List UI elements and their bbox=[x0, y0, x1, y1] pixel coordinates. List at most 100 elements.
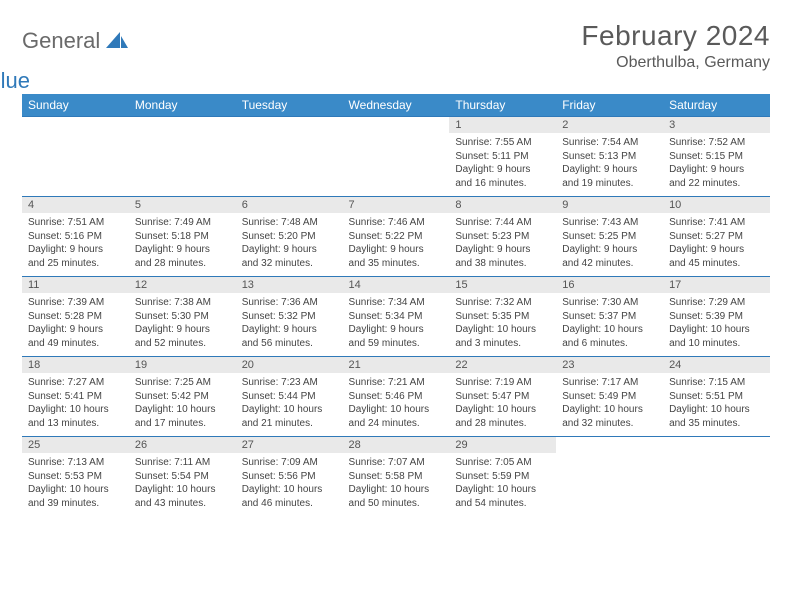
day-body-row: Sunrise: 7:27 AMSunset: 5:41 PM Daylight:… bbox=[22, 373, 770, 437]
day-number-cell: 8 bbox=[449, 197, 556, 214]
day-number-cell: 6 bbox=[236, 197, 343, 214]
day-body-cell: Sunrise: 7:32 AMSunset: 5:35 PMDaylight:… bbox=[449, 293, 556, 357]
sunset-text: Sunset: 5:37 PM bbox=[562, 310, 657, 324]
day-number-row: 45678910 bbox=[22, 197, 770, 214]
daylight-text: and 46 minutes. bbox=[242, 497, 337, 511]
sunset-text: Sunset: 5:16 PM bbox=[28, 230, 123, 244]
day-number-cell bbox=[129, 117, 236, 134]
daylight-text: and 54 minutes. bbox=[455, 497, 550, 511]
calendar-table: Sunday Monday Tuesday Wednesday Thursday… bbox=[22, 94, 770, 516]
daylight-text: Daylight: 10 hours bbox=[562, 323, 657, 337]
day-body-cell bbox=[22, 133, 129, 197]
sunset-text: Sunset: 5:58 PM bbox=[349, 470, 444, 484]
day-number-row: 11121314151617 bbox=[22, 277, 770, 294]
day-body-cell bbox=[343, 133, 450, 197]
day-body-cell: Sunrise: 7:23 AMSunset: 5:44 PMDaylight:… bbox=[236, 373, 343, 437]
sunset-text: Sunset: 5:54 PM bbox=[135, 470, 230, 484]
daylight-text: and 39 minutes. bbox=[28, 497, 123, 511]
day-body-row: Sunrise: 7:13 AMSunset: 5:53 PMDaylight:… bbox=[22, 453, 770, 516]
sunrise-text: Sunrise: 7:43 AM bbox=[562, 216, 657, 230]
daylight-text: and 24 minutes. bbox=[349, 417, 444, 431]
sunset-text: Sunset: 5:53 PM bbox=[28, 470, 123, 484]
day-body-cell: Sunrise: 7:41 AMSunset: 5:27 PMDaylight:… bbox=[663, 213, 770, 277]
sunrise-text: Sunrise: 7:07 AM bbox=[349, 456, 444, 470]
sunset-text: Sunset: 5:22 PM bbox=[349, 230, 444, 244]
daylight-text: Daylight: 9 hours bbox=[562, 243, 657, 257]
sunrise-text: Sunrise: 7:36 AM bbox=[242, 296, 337, 310]
sunrise-text: Sunrise: 7:21 AM bbox=[349, 376, 444, 390]
day-number-cell: 14 bbox=[343, 277, 450, 294]
day-number-cell: 27 bbox=[236, 437, 343, 454]
weekday-header: Friday bbox=[556, 94, 663, 117]
day-body-cell: Sunrise: 7:34 AMSunset: 5:34 PMDaylight:… bbox=[343, 293, 450, 357]
day-number-cell: 19 bbox=[129, 357, 236, 374]
sunset-text: Sunset: 5:32 PM bbox=[242, 310, 337, 324]
sunrise-text: Sunrise: 7:32 AM bbox=[455, 296, 550, 310]
day-body-cell: Sunrise: 7:07 AMSunset: 5:58 PMDaylight:… bbox=[343, 453, 450, 516]
sunrise-text: Sunrise: 7:30 AM bbox=[562, 296, 657, 310]
day-body-cell: Sunrise: 7:27 AMSunset: 5:41 PMDaylight:… bbox=[22, 373, 129, 437]
sunset-text: Sunset: 5:46 PM bbox=[349, 390, 444, 404]
day-number-cell bbox=[22, 117, 129, 134]
daylight-text: and 35 minutes. bbox=[349, 257, 444, 271]
day-number-cell: 23 bbox=[556, 357, 663, 374]
daylight-text: and 56 minutes. bbox=[242, 337, 337, 351]
day-number-cell: 20 bbox=[236, 357, 343, 374]
location-label: Oberthulba, Germany bbox=[581, 54, 770, 72]
daylight-text: Daylight: 9 hours bbox=[669, 243, 764, 257]
sunset-text: Sunset: 5:13 PM bbox=[562, 150, 657, 164]
sunset-text: Sunset: 5:28 PM bbox=[28, 310, 123, 324]
daylight-text: Daylight: 10 hours bbox=[562, 403, 657, 417]
day-body-cell: Sunrise: 7:43 AMSunset: 5:25 PMDaylight:… bbox=[556, 213, 663, 277]
daylight-text: Daylight: 10 hours bbox=[135, 483, 230, 497]
daylight-text: Daylight: 10 hours bbox=[455, 403, 550, 417]
sunset-text: Sunset: 5:41 PM bbox=[28, 390, 123, 404]
sunset-text: Sunset: 5:47 PM bbox=[455, 390, 550, 404]
sunset-text: Sunset: 5:44 PM bbox=[242, 390, 337, 404]
daylight-text: and 28 minutes. bbox=[455, 417, 550, 431]
brand-general: General bbox=[22, 28, 100, 53]
day-number-cell: 24 bbox=[663, 357, 770, 374]
daylight-text: and 17 minutes. bbox=[135, 417, 230, 431]
daylight-text: Daylight: 10 hours bbox=[242, 403, 337, 417]
day-body-cell: Sunrise: 7:52 AMSunset: 5:15 PMDaylight:… bbox=[663, 133, 770, 197]
day-body-row: Sunrise: 7:55 AMSunset: 5:11 PMDaylight:… bbox=[22, 133, 770, 197]
day-number-row: 123 bbox=[22, 117, 770, 134]
day-number-cell: 1 bbox=[449, 117, 556, 134]
daylight-text: and 16 minutes. bbox=[455, 177, 550, 191]
weekday-header: Saturday bbox=[663, 94, 770, 117]
logo-sail-icon bbox=[106, 28, 128, 44]
sunrise-text: Sunrise: 7:23 AM bbox=[242, 376, 337, 390]
sunrise-text: Sunrise: 7:27 AM bbox=[28, 376, 123, 390]
day-number-cell: 5 bbox=[129, 197, 236, 214]
sunset-text: Sunset: 5:23 PM bbox=[455, 230, 550, 244]
sunset-text: Sunset: 5:34 PM bbox=[349, 310, 444, 324]
day-body-cell: Sunrise: 7:54 AMSunset: 5:13 PMDaylight:… bbox=[556, 133, 663, 197]
sunrise-text: Sunrise: 7:05 AM bbox=[455, 456, 550, 470]
sunset-text: Sunset: 5:30 PM bbox=[135, 310, 230, 324]
daylight-text: Daylight: 10 hours bbox=[135, 403, 230, 417]
sunset-text: Sunset: 5:39 PM bbox=[669, 310, 764, 324]
daylight-text: Daylight: 10 hours bbox=[669, 323, 764, 337]
sunrise-text: Sunrise: 7:38 AM bbox=[135, 296, 230, 310]
sunrise-text: Sunrise: 7:41 AM bbox=[669, 216, 764, 230]
day-number-cell: 7 bbox=[343, 197, 450, 214]
sunrise-text: Sunrise: 7:11 AM bbox=[135, 456, 230, 470]
day-body-cell: Sunrise: 7:39 AMSunset: 5:28 PMDaylight:… bbox=[22, 293, 129, 357]
day-number-cell: 26 bbox=[129, 437, 236, 454]
day-number-cell: 15 bbox=[449, 277, 556, 294]
brand-logo: General Blue bbox=[22, 20, 128, 80]
sunset-text: Sunset: 5:56 PM bbox=[242, 470, 337, 484]
day-body-cell bbox=[556, 453, 663, 516]
day-body-cell: Sunrise: 7:44 AMSunset: 5:23 PMDaylight:… bbox=[449, 213, 556, 277]
day-body-row: Sunrise: 7:39 AMSunset: 5:28 PMDaylight:… bbox=[22, 293, 770, 357]
day-body-cell: Sunrise: 7:29 AMSunset: 5:39 PMDaylight:… bbox=[663, 293, 770, 357]
sunrise-text: Sunrise: 7:46 AM bbox=[349, 216, 444, 230]
day-body-cell: Sunrise: 7:17 AMSunset: 5:49 PMDaylight:… bbox=[556, 373, 663, 437]
weekday-header: Sunday bbox=[22, 94, 129, 117]
daylight-text: Daylight: 9 hours bbox=[455, 243, 550, 257]
page-header: General Blue February 2024 Oberthulba, G… bbox=[22, 20, 770, 80]
sunset-text: Sunset: 5:51 PM bbox=[669, 390, 764, 404]
sunset-text: Sunset: 5:15 PM bbox=[669, 150, 764, 164]
sunrise-text: Sunrise: 7:51 AM bbox=[28, 216, 123, 230]
